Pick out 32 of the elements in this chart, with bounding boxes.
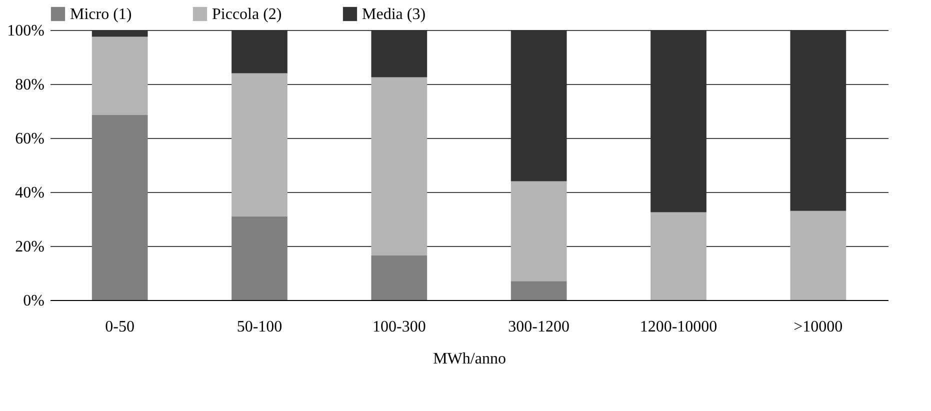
bar (790, 30, 846, 211)
x-tick-label: 0-50 (105, 318, 134, 336)
bar (371, 77, 428, 256)
y-tick-label: 60% (15, 130, 44, 148)
x-tick-label: 300-1200 (508, 318, 570, 336)
x-tick-label: >10000 (794, 318, 843, 336)
bar (232, 30, 288, 74)
y-tick-label: 100% (7, 22, 44, 40)
x-axis-title: MWh/anno (433, 350, 506, 368)
bar (371, 30, 428, 78)
bar (650, 212, 706, 300)
bar (510, 181, 567, 282)
y-tick-label: 20% (15, 238, 44, 256)
bar (232, 216, 288, 300)
y-tick-label: 80% (15, 76, 44, 94)
bar (232, 73, 288, 216)
bar (92, 36, 148, 116)
bar (510, 30, 567, 182)
bar (92, 30, 148, 37)
bar (790, 210, 846, 300)
y-tick-label: 0% (23, 292, 44, 310)
x-tick-label: 1200-10000 (640, 318, 718, 336)
x-tick-label: 50-100 (236, 318, 282, 336)
legend-label: Piccola (2) (212, 6, 282, 23)
bar (92, 115, 148, 300)
bar (510, 281, 567, 300)
legend-label: Micro (1) (70, 6, 132, 23)
x-tick-label: 100-300 (372, 318, 426, 336)
y-tick-label: 40% (15, 184, 44, 202)
bar (650, 30, 706, 212)
legend-label: Media (3) (362, 6, 426, 23)
bar (371, 255, 428, 300)
